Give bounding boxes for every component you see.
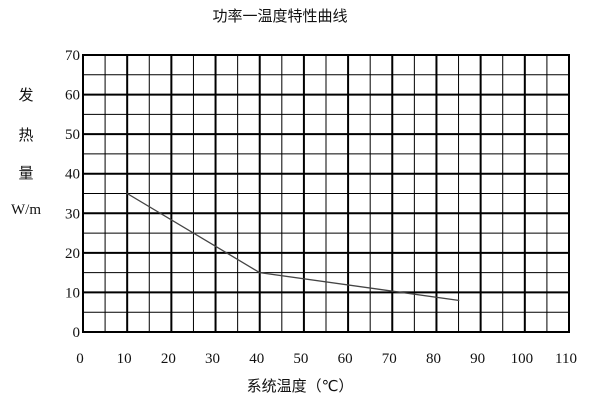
chart-title: 功率一温度特性曲线 xyxy=(212,7,348,25)
y-axis-label-2: 热 xyxy=(18,126,34,144)
y-tick-label: 10 xyxy=(65,285,80,301)
data-point xyxy=(126,192,128,195)
y-tick-label: 60 xyxy=(65,88,80,104)
x-tick-label: 20 xyxy=(161,351,176,367)
data-point xyxy=(457,299,460,302)
x-tick-label: 60 xyxy=(338,351,353,367)
x-axis-label: 系统温度（℃） xyxy=(246,377,354,395)
x-tick-label: 50 xyxy=(293,351,308,367)
x-tick-label: 30 xyxy=(205,351,220,367)
y-tick-label: 30 xyxy=(65,206,80,222)
y-tick-label: 0 xyxy=(73,325,81,341)
series-line xyxy=(126,192,459,301)
y-tick-label: 70 xyxy=(65,48,80,64)
x-tick-label: 90 xyxy=(470,351,485,367)
x-tick-label: 100 xyxy=(511,351,534,367)
x-tick-label: 80 xyxy=(426,351,441,367)
x-tick-label: 10 xyxy=(117,351,132,367)
y-axis-label-1: 发 xyxy=(18,86,34,104)
y-tick-label: 40 xyxy=(65,167,80,183)
y-tick-label: 50 xyxy=(65,127,80,143)
data-point xyxy=(258,271,261,274)
y-tick-label: 20 xyxy=(65,246,80,262)
x-tick-label: 40 xyxy=(249,351,264,367)
y-axis-label-unit: W/m xyxy=(11,202,41,218)
y-axis-label-3: 量 xyxy=(18,164,34,182)
x-tick-label: 0 xyxy=(76,351,84,367)
x-tick-label: 110 xyxy=(555,351,577,367)
plot-border xyxy=(82,54,570,333)
x-tick-label: 70 xyxy=(382,351,397,367)
